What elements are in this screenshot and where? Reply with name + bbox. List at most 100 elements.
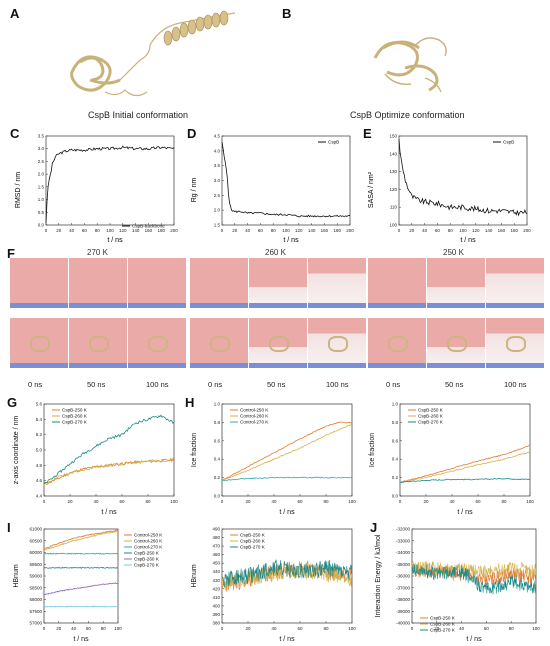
x-tick-label: 60 (82, 228, 88, 233)
x-tick-label: 80 (271, 228, 277, 233)
y-tick-label: -39000 (396, 609, 411, 614)
chart-rmsd: 0 20 40 60 80 100 120 140 160 180 200 0.0 0.5 1.0 1.5 2… (15, 134, 179, 245)
snapshot-tile (249, 258, 307, 308)
x-axis-label: t / ns (279, 636, 295, 643)
plot-frame (221, 135, 351, 226)
chart-rg: 0 20 40 60 80 100 120 140 160 180 200 1.5 2.0 2.5 3.0 3… (191, 134, 354, 245)
y-axis-label: Ice fraction (369, 433, 376, 467)
chart-rmsd-axes: 0 20 40 60 80 100 120 140 160 180 200 0.0 0.5 1.0 1.5 2… (38, 134, 179, 234)
panel-label-f: F (7, 246, 15, 261)
y-tick-label: 0.2 (214, 475, 221, 480)
y-tick-label: -35000 (396, 562, 411, 567)
x-tick-label: 40 (71, 626, 77, 631)
x-tick-label: 20 (245, 499, 251, 504)
y-tick-label: 0.6 (214, 438, 221, 443)
temp-label-260: 260 K (265, 248, 286, 257)
x-tick-label: 80 (323, 626, 329, 631)
y-tick-label: -34000 (396, 550, 411, 555)
x-tick-label: 200 (523, 228, 531, 233)
x-tick-label: 20 (409, 228, 415, 233)
snapshot-time-label: 100 ns (326, 380, 349, 389)
chart-sasa-xlabel: t / ns (460, 237, 476, 244)
y-tick-label: 410 (212, 595, 220, 600)
snapshot-time-label: 100 ns (146, 380, 169, 389)
chart-sasa-ylabel: SASA / nm² (368, 171, 375, 208)
chart-ice-fraction-control: 0 20 40 60 80 100 0.0 0.2 0.4 0.6 0.8 1.0 t / ns Ice … (191, 402, 356, 517)
plot-frame (43, 528, 119, 624)
series-line (398, 139, 528, 217)
x-tick-label: 0 (43, 499, 46, 504)
x-axis-label: t / ns (73, 636, 89, 643)
y-tick-label: 3.0 (214, 178, 221, 183)
y-axis-label: HBnum (13, 564, 20, 588)
x-tick-label: 0 (399, 499, 402, 504)
x-tick-label: 80 (323, 499, 329, 504)
y-tick-label: 0.4 (392, 457, 399, 462)
protein-structure-initial (70, 10, 236, 97)
chart-sasa: 0 20 40 60 80 100 120 140 160 180 200 100 110 120 130 1… (368, 134, 531, 245)
snapshot-tile (368, 318, 426, 368)
chart-hbnum-all: 0 20 40 60 80 100 57000 57500 58000 58500 59000 595… (13, 527, 163, 644)
y-tick-label: 4.0 (214, 148, 221, 153)
x-tick-label: 100 (459, 228, 467, 233)
x-tick-label: 20 (56, 626, 62, 631)
x-axis-label: t / ns (466, 636, 482, 643)
y-tick-label: 0.4 (214, 457, 221, 462)
plot-frame (398, 135, 528, 226)
x-tick-label: 120 (119, 228, 127, 233)
y-axis-label: HBnum (191, 564, 198, 588)
legend-label: CspB-250 K (134, 551, 160, 556)
x-tick-label: 60 (119, 499, 125, 504)
y-tick-label: 0.8 (214, 420, 221, 425)
snapshot-time-label: 100 ns (504, 380, 527, 389)
protein-structure-optimized (373, 37, 447, 93)
x-tick-label: 80 (145, 499, 151, 504)
series-line (43, 605, 119, 608)
snapshot-time-label: 50 ns (87, 380, 106, 389)
panel-label-i: I (7, 520, 11, 535)
legend-label: CspB-250 K (430, 616, 456, 621)
x-tick-label: 80 (509, 626, 515, 631)
snapshot-tile (190, 318, 248, 368)
chart-interaction-energy: 0 20 40 60 80 100 -40000 -39000 -38000 -37000 -360… (375, 527, 540, 644)
legend-label: CspB-250 K (62, 408, 88, 413)
y-tick-label: 0.8 (392, 420, 399, 425)
y-tick-label: 1.5 (38, 184, 45, 189)
x-tick-label: 0 (411, 626, 414, 631)
legend-label: CspB (328, 140, 339, 145)
x-tick-label: 60 (258, 228, 264, 233)
chart-ice-fraction-cspb: 0 20 40 60 80 100 0.0 0.2 0.4 0.6 0.8 1.0 t / ns Ice … (369, 402, 534, 517)
panel-label-e: E (363, 126, 372, 141)
plot-frame (221, 403, 353, 497)
panel-label-a: A (10, 6, 20, 21)
y-tick-label: 150 (389, 134, 397, 139)
y-tick-label: -38000 (396, 597, 411, 602)
protein-in-snapshot (210, 336, 230, 352)
y-tick-label: 60000 (29, 550, 42, 555)
y-tick-label: 1.0 (392, 402, 399, 407)
series-line (221, 421, 353, 481)
x-tick-label: 140 (308, 228, 316, 233)
y-tick-label: 4.4 (36, 494, 43, 499)
series-line (221, 142, 351, 218)
y-tick-label: 61000 (29, 527, 42, 532)
snapshot-tile (368, 258, 426, 308)
x-tick-label: 60 (297, 626, 303, 631)
x-tick-label: 0 (221, 626, 224, 631)
protein-in-snapshot (269, 336, 289, 352)
snapshot-tile (427, 258, 485, 308)
y-tick-label: 58000 (29, 597, 42, 602)
legend-label: CspB (503, 140, 514, 145)
legend-label: CspB-270 K (240, 545, 266, 550)
x-tick-label: 40 (69, 228, 75, 233)
caption-initial: CspB Initial conformation (88, 110, 189, 120)
plot-frame (399, 403, 531, 497)
x-tick-label: 0 (45, 228, 48, 233)
x-tick-label: 100 (170, 499, 178, 504)
panel-label-h: H (185, 395, 195, 410)
legend-label: CspB-backbone (132, 224, 165, 229)
chart-z-coordinate: 0 20 40 60 80 100 4.4 4.6 4.8 5.0 5.2 5.4 5.6 t / ns z… (13, 402, 178, 517)
panel-label-d: D (187, 126, 197, 141)
x-tick-label: 40 (245, 228, 251, 233)
x-tick-label: 140 (132, 228, 140, 233)
